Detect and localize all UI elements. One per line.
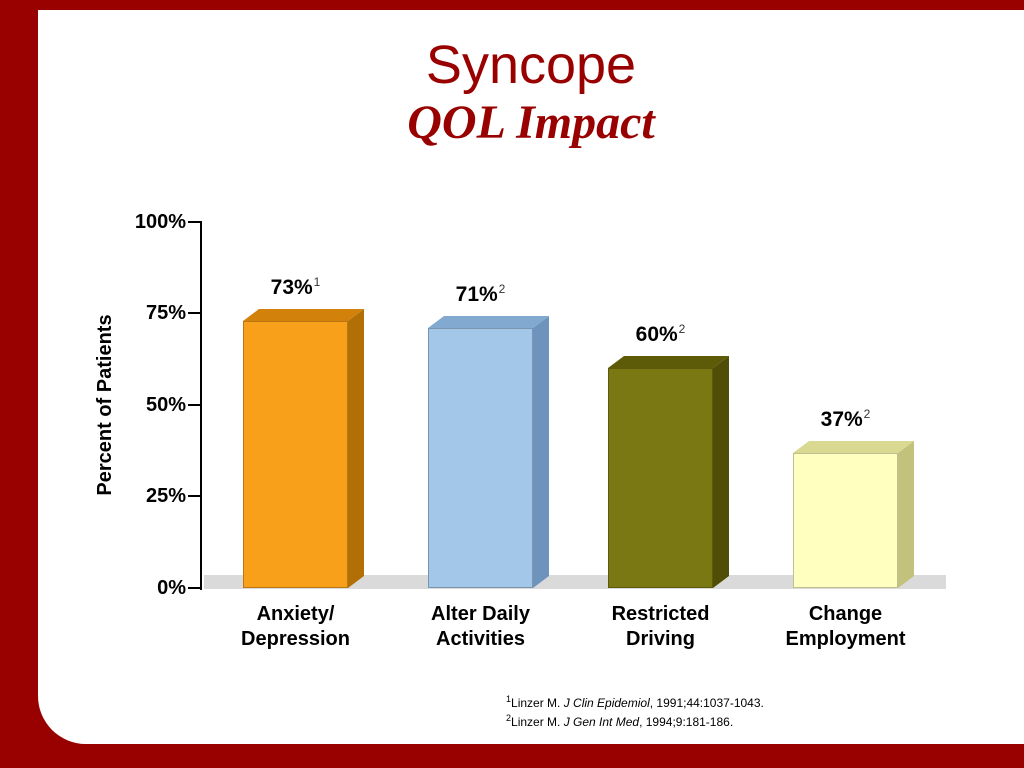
footnote-2: 2Linzer M. J Gen Int Med, 1994;9:181-186… [506, 711, 764, 730]
bar-alter-daily-activities-front [428, 328, 533, 588]
slide-content: Syncope QOL Impact Percent of Patients 1… [38, 10, 1024, 744]
x-axis-label-restricted-driving: Restricted Driving [561, 602, 761, 652]
footnote-1-text: Linzer M. [511, 696, 564, 710]
y-tick-label-75: 75% [145, 302, 186, 324]
y-tick-label-0: 0% [157, 577, 186, 599]
bar-anxiety-depression-value-label: 73%1 [216, 269, 376, 299]
slide-title: Syncope [425, 35, 637, 95]
bar-restricted-driving-front [608, 368, 713, 588]
y-tick-mark [188, 221, 200, 223]
bar-restricted-driving-value-label: 60%2 [581, 316, 741, 346]
bar-anxiety-depression-value: 73% [270, 276, 313, 299]
bar-change-employment-top [793, 441, 914, 453]
bar-change-employment-front [793, 453, 898, 588]
chart-floor-shadow [204, 575, 946, 589]
x-axis-label-alter-daily-activities: Alter Daily Activities [381, 602, 581, 652]
bar-restricted-driving-top [608, 356, 729, 368]
bar-change-employment-value-label: 37%2 [766, 401, 926, 431]
x-axis-label-line: Restricted [611, 603, 710, 625]
bar-restricted-driving-value-superscript: 2 [678, 322, 686, 336]
x-axis-label-line: Anxiety/ [256, 603, 335, 625]
bar-change-employment-side [898, 441, 914, 588]
bar-change-employment-value: 37% [820, 408, 863, 431]
x-axis-label-line: Activities [436, 628, 525, 650]
bar-anxiety-depression-value-superscript: 1 [313, 275, 321, 289]
bar-chart: Percent of Patients 100% 75% 50% 25% 0% … [38, 10, 1024, 744]
footnote-1-journal: J Clin Epidemiol [563, 696, 650, 710]
y-axis-line [200, 221, 202, 590]
y-tick-mark [188, 587, 200, 589]
bar-alter-daily-activities-top [428, 316, 549, 328]
bar-alter-daily-activities-value-superscript: 2 [498, 282, 506, 296]
y-tick-mark [188, 312, 200, 314]
x-axis-label-change-employment: Change Employment [746, 602, 946, 652]
bar-alter-daily-activities-side [533, 316, 549, 588]
x-axis-label-anxiety-depression: Anxiety/Depression [196, 602, 396, 652]
x-axis-label-line: Alter Daily [431, 603, 530, 625]
bar-anxiety-depression-top [243, 309, 364, 321]
footnote-1-ref: 1 [506, 694, 512, 704]
bar-anxiety-depression-side [348, 309, 364, 588]
footnote-1: 1Linzer M. J Clin Epidemiol, 1991;44:103… [506, 692, 764, 711]
footnote-2-journal: J Gen Int Med [563, 715, 640, 729]
y-tick-label-25: 25% [145, 485, 186, 507]
x-axis-label-line: Depression [241, 628, 350, 650]
x-axis-label-line: Driving [626, 628, 695, 650]
y-tick-mark [188, 404, 200, 406]
footnote-2-cite: , 1994;9:181-186. [639, 715, 734, 729]
footnote-2-text: Linzer M. [511, 715, 564, 729]
bar-change-employment-value-superscript: 2 [863, 407, 871, 421]
y-tick-mark [188, 495, 200, 497]
bar-restricted-driving-side [713, 356, 729, 588]
slide-subtitle: QOL Impact [407, 96, 655, 149]
bar-anxiety-depression-front [243, 321, 348, 588]
bar-alter-daily-activities-value-label: 71%2 [401, 276, 561, 306]
y-tick-label-50: 50% [145, 394, 186, 416]
y-axis-title: Percent of Patients [94, 314, 116, 496]
bar-restricted-driving-value: 60% [635, 323, 678, 346]
footnotes: 1Linzer M. J Clin Epidemiol, 1991;44:103… [506, 692, 764, 730]
footnote-1-cite: , 1991;44:1037-1043. [649, 696, 764, 710]
x-axis-label-line: Change [808, 603, 883, 625]
y-tick-label-100: 100% [134, 211, 186, 233]
x-axis-label-line: Employment [785, 628, 906, 650]
footnote-2-ref: 2 [506, 713, 512, 723]
bar-alter-daily-activities-value: 71% [455, 283, 498, 306]
